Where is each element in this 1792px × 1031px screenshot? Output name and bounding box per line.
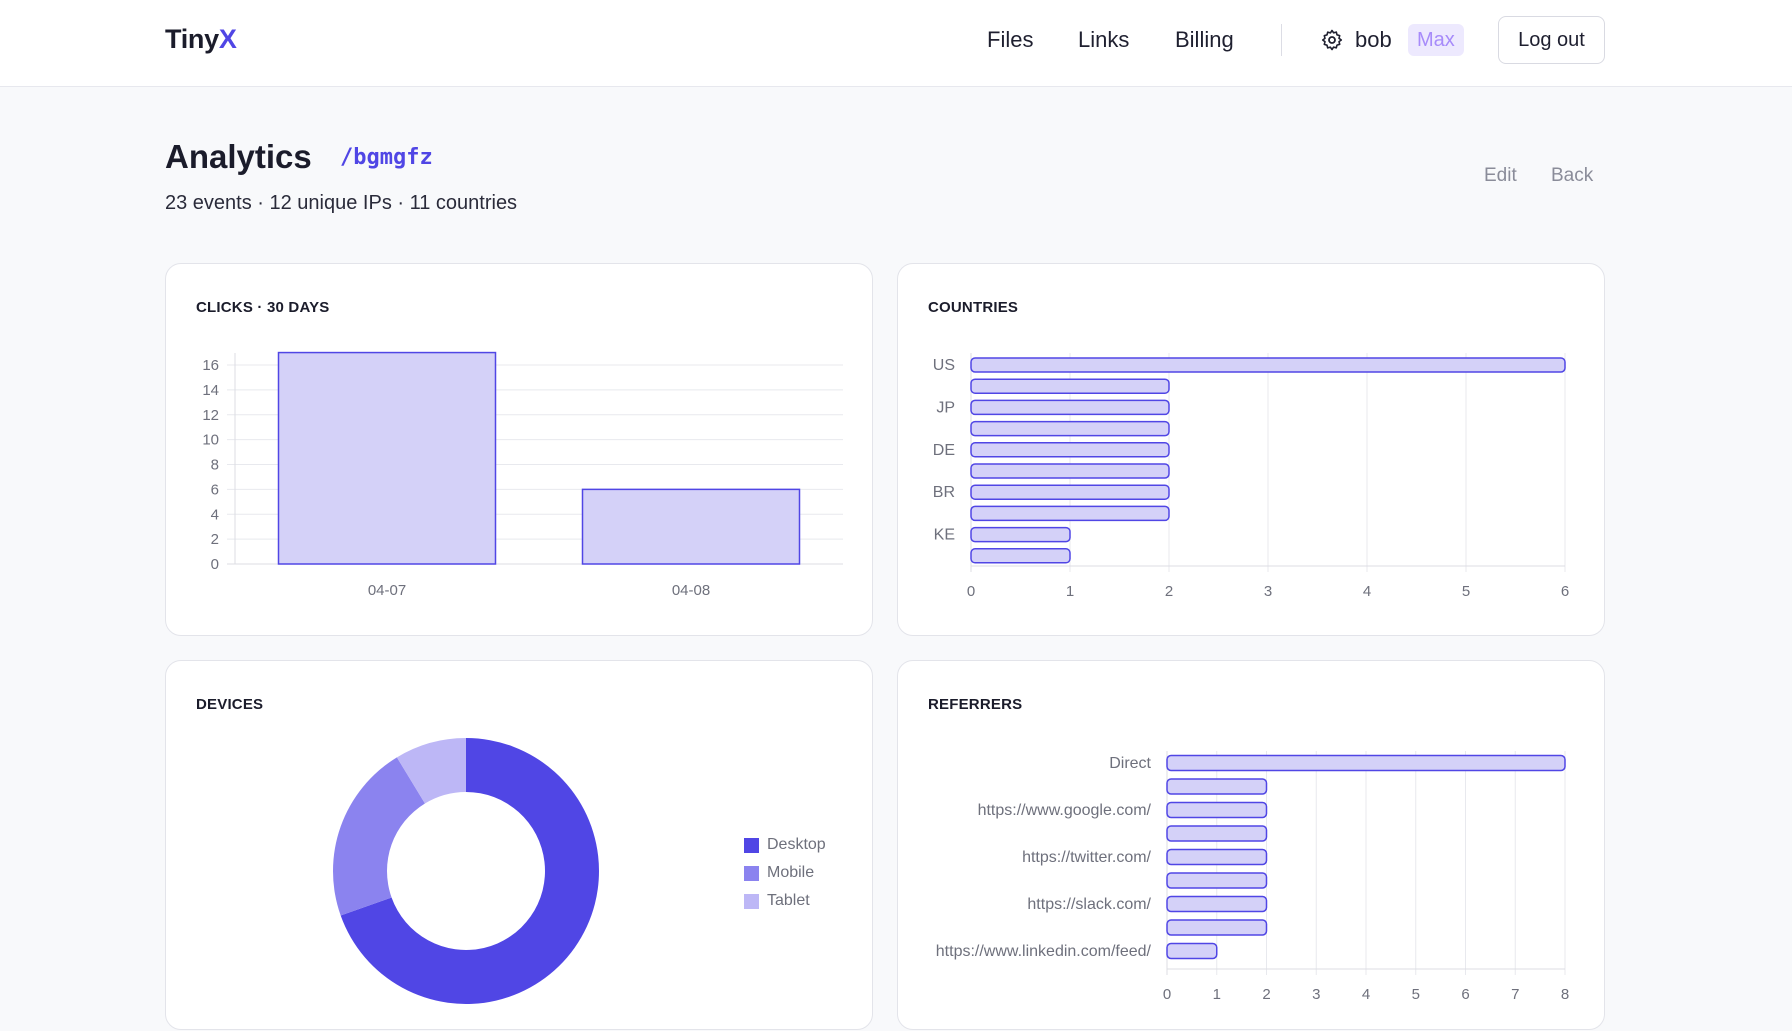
bar-row-7 <box>970 505 1170 522</box>
legend-swatch <box>744 837 759 853</box>
bar-row-9 <box>970 548 1071 564</box>
bar-row-2 <box>1166 801 1268 819</box>
y-tick-label: https://www.linkedin.com/feed/ <box>936 943 1152 960</box>
logout-button[interactable]: Log out <box>1498 16 1605 64</box>
bar-row-6 <box>1166 895 1268 913</box>
x-tick-label: 3 <box>1312 986 1320 1003</box>
y-tick-label: https://www.google.com/ <box>978 802 1152 819</box>
y-tick-label: US <box>933 357 955 374</box>
bar-row-8 <box>970 526 1071 543</box>
bar-row-0 <box>970 357 1566 373</box>
y-tick-label: 8 <box>211 457 219 474</box>
top-navigation-bar: TinyX Files Links Billing bob Max Log ou… <box>0 0 1792 87</box>
y-tick-label: Direct <box>1109 755 1151 772</box>
back-link[interactable]: Back <box>1551 165 1594 186</box>
legend-swatch <box>744 893 759 909</box>
bar-row-5 <box>970 463 1170 479</box>
app-logo[interactable]: TinyX <box>165 24 237 54</box>
bar-row-1 <box>970 378 1170 394</box>
y-tick-label: 16 <box>202 357 219 374</box>
bar-04-08 <box>581 488 801 565</box>
bar-row-6 <box>970 484 1170 500</box>
bar-04-07 <box>277 351 497 565</box>
x-tick-label: 5 <box>1412 986 1420 1003</box>
x-tick-label: 04-08 <box>672 582 710 599</box>
y-tick-label: 10 <box>202 432 219 449</box>
legend-item-tablet: Tablet <box>744 887 826 915</box>
slice-desktop <box>340 738 599 1004</box>
x-tick-label: 6 <box>1561 583 1569 600</box>
nav-billing-link[interactable]: Billing <box>1175 27 1234 52</box>
devices-card: DEVICES Desktop Mobile Tablet <box>165 660 873 1030</box>
x-tick-label: 4 <box>1362 986 1370 1003</box>
x-tick-label: 4 <box>1363 583 1371 600</box>
referrers-card: REFERRERS 0 1 2 3 4 5 6 7 8 Direct https://www.goo… <box>897 660 1605 1030</box>
nav-divider <box>1281 24 1282 56</box>
countries-chart: 0 1 2 3 4 5 6 US JP DE BR KE <box>933 353 1569 600</box>
x-tick-label: 0 <box>967 583 975 600</box>
devices-legend: Desktop Mobile Tablet <box>744 831 826 915</box>
y-tick-label: 12 <box>202 407 219 424</box>
referrers-card-title: REFERRERS <box>928 696 1023 713</box>
x-tick-label: 8 <box>1561 986 1569 1003</box>
x-tick-label: 1 <box>1213 986 1221 1003</box>
bar-row-3 <box>970 420 1170 437</box>
x-tick-label: 3 <box>1264 583 1272 600</box>
x-tick-label: 04-07 <box>368 582 406 599</box>
bar-row-0 <box>1166 754 1566 772</box>
bar-row-3 <box>1166 825 1268 842</box>
x-tick-label: 1 <box>1066 583 1074 600</box>
x-tick-label: 5 <box>1462 583 1470 600</box>
y-tick-label: DE <box>933 442 955 459</box>
plan-badge: Max <box>1408 24 1464 56</box>
y-tick-label: BR <box>933 484 955 501</box>
y-tick-label: JP <box>936 399 955 416</box>
devices-card-title: DEVICES <box>196 696 264 713</box>
legend-label: Desktop <box>767 836 826 853</box>
countries-card: COUNTRIES 0 1 2 3 4 5 6 US JP DE BR KE <box>897 263 1605 636</box>
countries-card-title: COUNTRIES <box>928 299 1019 316</box>
y-tick-label: KE <box>934 527 955 544</box>
y-tick-label: 14 <box>202 382 219 399</box>
bar-row-4 <box>1166 848 1268 866</box>
legend-item-mobile: Mobile <box>744 859 826 887</box>
y-tick-label: 6 <box>211 481 219 498</box>
x-tick-label: 6 <box>1461 986 1469 1003</box>
legend-item-desktop: Desktop <box>744 831 826 859</box>
x-tick-label: 2 <box>1262 986 1270 1003</box>
y-tick-label: 0 <box>211 556 219 573</box>
x-tick-label: 2 <box>1165 583 1173 600</box>
nav-links-link[interactable]: Links <box>1078 27 1130 52</box>
x-tick-label: 0 <box>1163 986 1171 1003</box>
legend-swatch <box>744 865 759 881</box>
bar-row-8 <box>1166 942 1218 960</box>
y-tick-label: https://slack.com/ <box>1027 896 1151 913</box>
x-tick-label: 7 <box>1511 986 1519 1003</box>
nav-files-link[interactable]: Files <box>987 27 1034 52</box>
bar-row-5 <box>1166 872 1268 889</box>
slice-tablet <box>396 738 466 804</box>
legend-label: Mobile <box>767 864 815 881</box>
clicks-card-title: CLICKS · 30 DAYS <box>196 299 330 316</box>
bar-row-1 <box>1166 778 1268 795</box>
edit-link[interactable]: Edit <box>1484 165 1517 186</box>
referrers-chart: 0 1 2 3 4 5 6 7 8 Direct https://www.google.com/ht… <box>936 751 1569 1003</box>
username: bob <box>1355 27 1392 52</box>
bar-row-2 <box>970 399 1170 416</box>
link-slug: /bgmgfz <box>340 145 433 170</box>
bar-row-7 <box>1166 919 1268 936</box>
slice-mobile <box>333 757 425 916</box>
clicks-chart: 0 2 4 6 8 10 12 14 16 04-07 04-08 <box>202 351 843 599</box>
y-tick-label: 2 <box>211 531 219 548</box>
analytics-summary: 23 events · 12 unique IPs · 11 countries <box>165 192 518 214</box>
clicks-card: CLICKS · 30 DAYS 0 2 4 6 8 10 12 14 16 04-07 04-08 <box>165 263 873 636</box>
legend-label: Tablet <box>767 892 810 909</box>
y-tick-label: 4 <box>211 506 219 523</box>
y-tick-label: https://twitter.com/ <box>1022 849 1151 866</box>
devices-chart <box>333 738 599 1004</box>
page-title: Analytics <box>165 138 312 175</box>
gear-icon[interactable] <box>1320 28 1344 52</box>
bar-row-4 <box>970 442 1170 458</box>
